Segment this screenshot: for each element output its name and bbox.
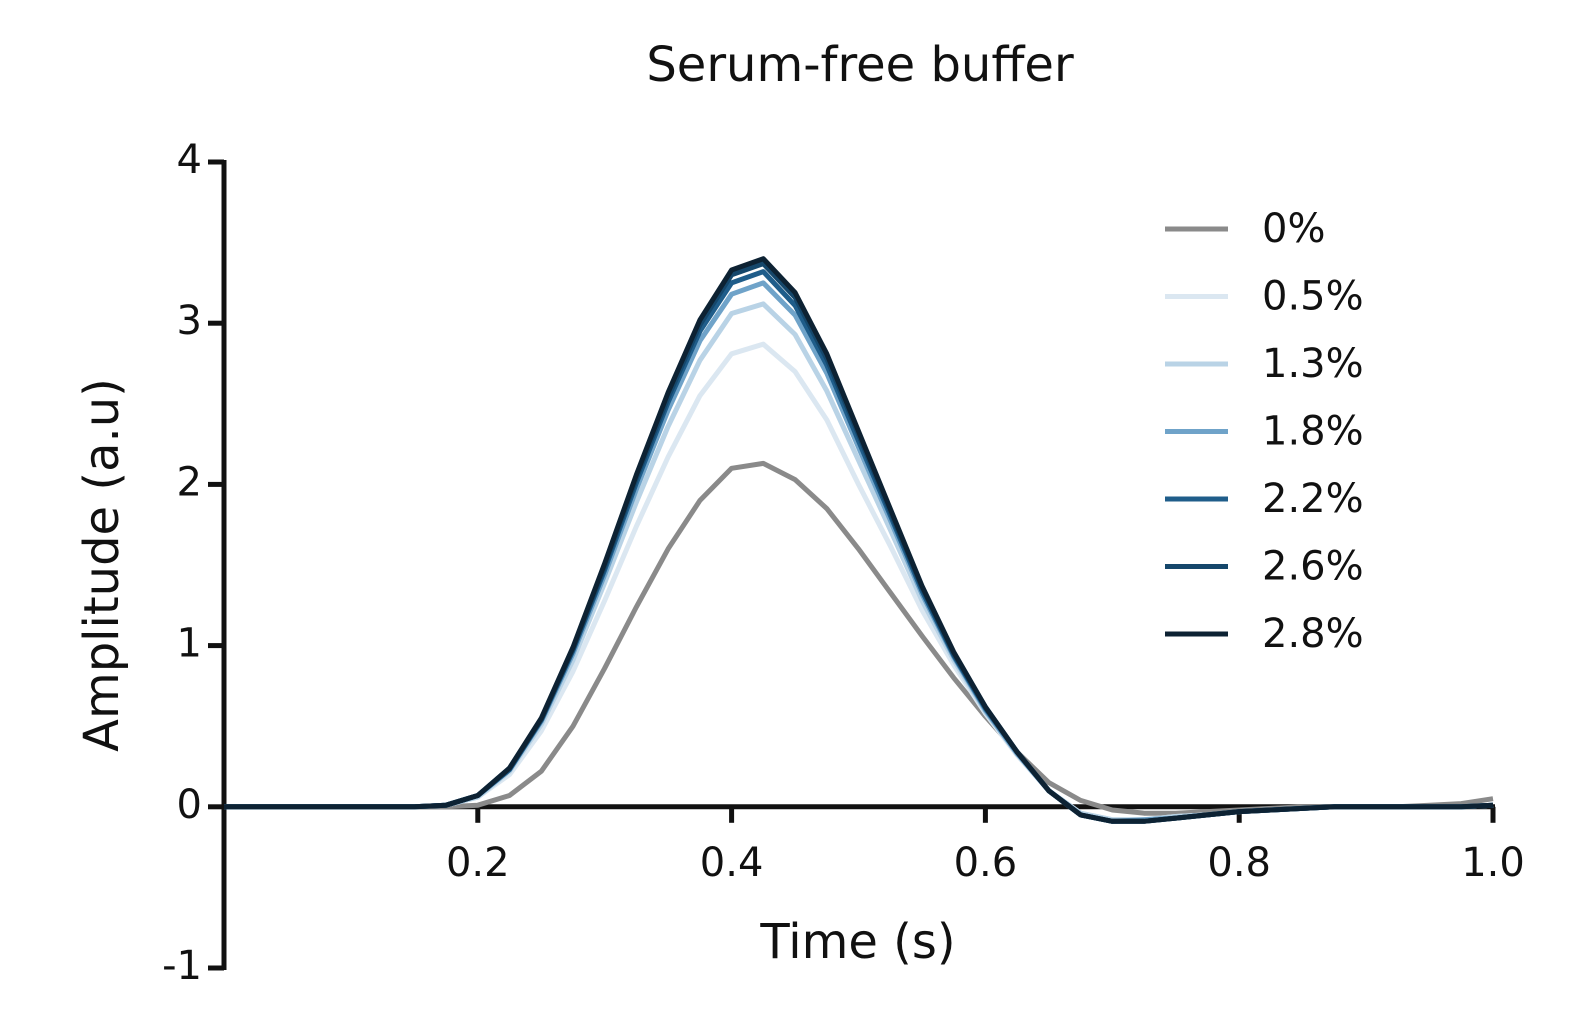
y-tick-label: -1 (162, 943, 202, 989)
legend-label: 0.5% (1262, 274, 1364, 320)
legend-label: 1.8% (1262, 409, 1364, 455)
y-axis-label: Amplitude (a.u) (74, 378, 130, 752)
y-tick-label: 3 (177, 298, 202, 344)
x-tick-label: 0.2 (446, 840, 510, 886)
line-series (224, 256, 1494, 824)
x-tick-label: 0.8 (1207, 840, 1271, 886)
legend-label: 1.3% (1262, 341, 1364, 387)
y-tick-label: 0 (177, 782, 202, 828)
y-tick-label: 1 (177, 621, 202, 667)
chart-title: Serum-free buffer (646, 37, 1074, 93)
x-axis-label: Time (s) (759, 914, 955, 970)
legend-label: 0% (1262, 206, 1325, 252)
y-tick-label: 2 (177, 459, 202, 505)
legend-label: 2.2% (1262, 476, 1364, 522)
x-tick-label: 0.6 (954, 840, 1018, 886)
x-tick-label: 1.0 (1461, 840, 1525, 886)
x-tick-label: 0.4 (700, 840, 764, 886)
legend-label: 2.6% (1262, 544, 1364, 590)
y-tick-label: 4 (177, 137, 202, 183)
legend-label: 2.8% (1262, 611, 1364, 657)
